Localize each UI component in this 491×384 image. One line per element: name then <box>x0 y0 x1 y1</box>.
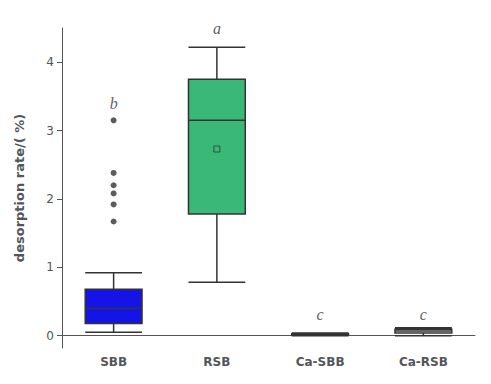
svg-text:SBB: SBB <box>100 355 127 369</box>
svg-text:0: 0 <box>46 329 54 343</box>
svg-text:c: c <box>317 306 324 323</box>
svg-text:RSB: RSB <box>203 355 230 369</box>
svg-text:Ca-SBB: Ca-SBB <box>296 355 345 369</box>
svg-text:c: c <box>420 306 427 323</box>
svg-text:a: a <box>213 20 221 37</box>
svg-text:2: 2 <box>46 192 54 206</box>
svg-text:4: 4 <box>46 55 54 69</box>
svg-text:3: 3 <box>46 124 54 138</box>
svg-text:1: 1 <box>46 260 54 274</box>
svg-text:desorption rate/( %): desorption rate/( %) <box>12 114 27 262</box>
svg-text:b: b <box>110 95 118 112</box>
svg-text:Ca-RSB: Ca-RSB <box>399 355 448 369</box>
